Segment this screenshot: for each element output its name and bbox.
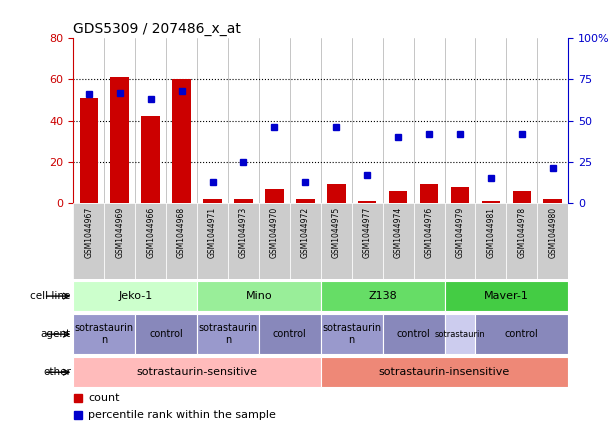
Bar xyxy=(135,203,166,279)
Bar xyxy=(352,203,382,279)
Bar xyxy=(259,203,290,279)
Bar xyxy=(445,281,568,311)
Bar xyxy=(513,191,531,203)
Bar xyxy=(79,98,98,203)
Bar xyxy=(228,203,259,279)
Bar xyxy=(327,184,346,203)
Text: sotrastaurin: sotrastaurin xyxy=(434,330,485,339)
Text: GSM1044972: GSM1044972 xyxy=(301,207,310,258)
Text: GSM1044967: GSM1044967 xyxy=(84,207,93,258)
Text: sotrastaurin
n: sotrastaurin n xyxy=(199,323,258,345)
Bar xyxy=(203,199,222,203)
Bar xyxy=(389,191,408,203)
Bar xyxy=(259,314,321,354)
Bar xyxy=(481,201,500,203)
Bar xyxy=(507,203,537,279)
Bar xyxy=(445,203,475,279)
Bar xyxy=(73,314,135,354)
Bar xyxy=(111,77,129,203)
Text: control: control xyxy=(273,329,307,339)
Bar xyxy=(73,203,104,279)
Text: GSM1044966: GSM1044966 xyxy=(146,207,155,258)
Bar xyxy=(321,203,352,279)
Text: GSM1044968: GSM1044968 xyxy=(177,207,186,258)
Text: sotrastaurin-insensitive: sotrastaurin-insensitive xyxy=(379,367,510,377)
Bar xyxy=(104,203,135,279)
Text: Maver-1: Maver-1 xyxy=(484,291,529,301)
Bar xyxy=(135,314,197,354)
Text: GSM1044969: GSM1044969 xyxy=(115,207,124,258)
Bar xyxy=(420,184,438,203)
Bar xyxy=(537,203,568,279)
Bar xyxy=(475,203,507,279)
Bar xyxy=(321,314,382,354)
Text: other: other xyxy=(43,367,71,377)
Bar xyxy=(73,281,197,311)
Text: control: control xyxy=(149,329,183,339)
Bar xyxy=(265,189,284,203)
Text: Z138: Z138 xyxy=(368,291,397,301)
Bar xyxy=(475,314,568,354)
Bar xyxy=(166,203,197,279)
Text: count: count xyxy=(88,393,120,403)
Bar xyxy=(321,281,445,311)
Bar xyxy=(290,203,321,279)
Text: GSM1044971: GSM1044971 xyxy=(208,207,217,258)
Text: sotrastaurin
n: sotrastaurin n xyxy=(75,323,134,345)
Text: GSM1044979: GSM1044979 xyxy=(455,207,464,258)
Text: agent: agent xyxy=(41,329,71,339)
Text: GSM1044981: GSM1044981 xyxy=(486,207,496,258)
Bar xyxy=(382,203,414,279)
Text: sotrastaurin-sensitive: sotrastaurin-sensitive xyxy=(136,367,258,377)
Text: GSM1044980: GSM1044980 xyxy=(548,207,557,258)
Text: GSM1044975: GSM1044975 xyxy=(332,207,341,258)
Bar xyxy=(296,199,315,203)
Bar xyxy=(172,79,191,203)
Text: GSM1044976: GSM1044976 xyxy=(425,207,434,258)
Bar xyxy=(414,203,445,279)
Text: GSM1044977: GSM1044977 xyxy=(363,207,371,258)
Bar xyxy=(382,314,445,354)
Text: Jeko-1: Jeko-1 xyxy=(118,291,152,301)
Text: cell line: cell line xyxy=(31,291,71,301)
Text: Mino: Mino xyxy=(246,291,273,301)
Text: sotrastaurin
n: sotrastaurin n xyxy=(322,323,381,345)
Text: GDS5309 / 207486_x_at: GDS5309 / 207486_x_at xyxy=(73,22,241,36)
Bar xyxy=(321,357,568,387)
Bar xyxy=(73,357,321,387)
Text: GSM1044973: GSM1044973 xyxy=(239,207,248,258)
Text: percentile rank within the sample: percentile rank within the sample xyxy=(88,409,276,420)
Bar xyxy=(197,203,228,279)
Bar xyxy=(197,281,321,311)
Text: GSM1044978: GSM1044978 xyxy=(518,207,526,258)
Text: control: control xyxy=(397,329,430,339)
Bar xyxy=(451,187,469,203)
Bar xyxy=(445,314,475,354)
Bar xyxy=(141,116,160,203)
Bar xyxy=(197,314,259,354)
Bar xyxy=(358,201,376,203)
Text: GSM1044974: GSM1044974 xyxy=(393,207,403,258)
Bar xyxy=(234,199,253,203)
Text: GSM1044970: GSM1044970 xyxy=(270,207,279,258)
Text: control: control xyxy=(505,329,539,339)
Bar xyxy=(544,199,562,203)
